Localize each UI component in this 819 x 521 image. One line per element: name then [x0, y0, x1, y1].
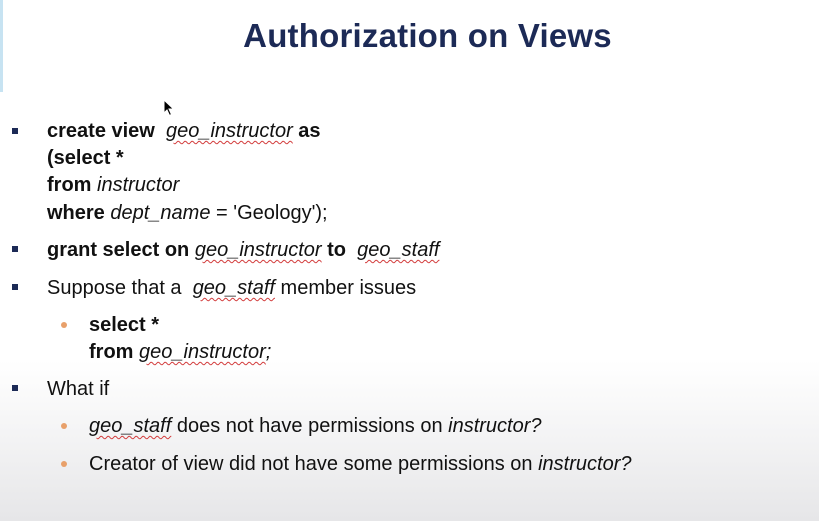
table-name: instructor	[97, 174, 180, 196]
view-name: geo_instructor	[194, 239, 322, 261]
view-name: geo_instructor	[139, 341, 266, 363]
mouse-pointer-icon	[163, 99, 175, 117]
bullet-square	[12, 284, 18, 290]
keyword: select *	[89, 314, 160, 336]
keyword: from	[89, 341, 134, 363]
plain-text: What if	[47, 378, 110, 400]
bullet-dot	[61, 461, 67, 467]
sub-select-line: select *	[89, 312, 159, 338]
keyword: (select *	[47, 147, 124, 169]
keyword: grant select on	[47, 239, 190, 261]
plain-text: does not have permissions on	[176, 415, 443, 437]
suppose-line: Suppose that a geo_staff member issues	[47, 275, 416, 301]
keyword: where	[47, 202, 105, 224]
select-line: (select *	[47, 145, 124, 171]
bullet-square	[12, 128, 18, 134]
sub-from-line: from geo_instructor;	[89, 339, 271, 365]
bullet-square	[12, 246, 18, 252]
from-line: from instructor	[47, 172, 179, 198]
table-name: instructor?	[448, 415, 542, 437]
condition-text: = 'Geology');	[216, 202, 328, 224]
bullet-square	[12, 385, 18, 391]
slide-left-edge	[0, 0, 3, 92]
sub-question-1: geo_staff does not have permissions on i…	[89, 413, 542, 439]
sub-question-2: Creator of view did not have some permis…	[89, 451, 631, 477]
plain-text: Suppose that a	[47, 277, 182, 299]
keyword: create view	[47, 120, 155, 142]
bullet-dot	[61, 423, 67, 429]
semicolon: ;	[265, 341, 272, 363]
slide-title: Authorization on Views	[243, 17, 612, 54]
keyword: to	[327, 239, 347, 261]
what-if-line: What if	[47, 376, 109, 402]
column-name: dept_name	[110, 202, 211, 224]
role-name: geo_staff	[192, 277, 275, 299]
plain-text: member issues	[280, 277, 417, 299]
role-name: geo_staff	[89, 415, 172, 437]
view-name: geo_instructor	[165, 120, 293, 142]
bullet-dot	[61, 322, 67, 328]
create-view-line: create view geo_instructor as	[47, 118, 321, 144]
plain-text: Creator of view did not have some permis…	[89, 453, 533, 475]
role-name: geo_staff	[357, 239, 440, 261]
grant-line: grant select on geo_instructor to geo_st…	[47, 237, 439, 263]
keyword: from	[47, 174, 92, 196]
keyword: as	[298, 120, 321, 142]
where-line: where dept_name = 'Geology');	[47, 200, 328, 226]
table-name: instructor?	[538, 453, 632, 475]
